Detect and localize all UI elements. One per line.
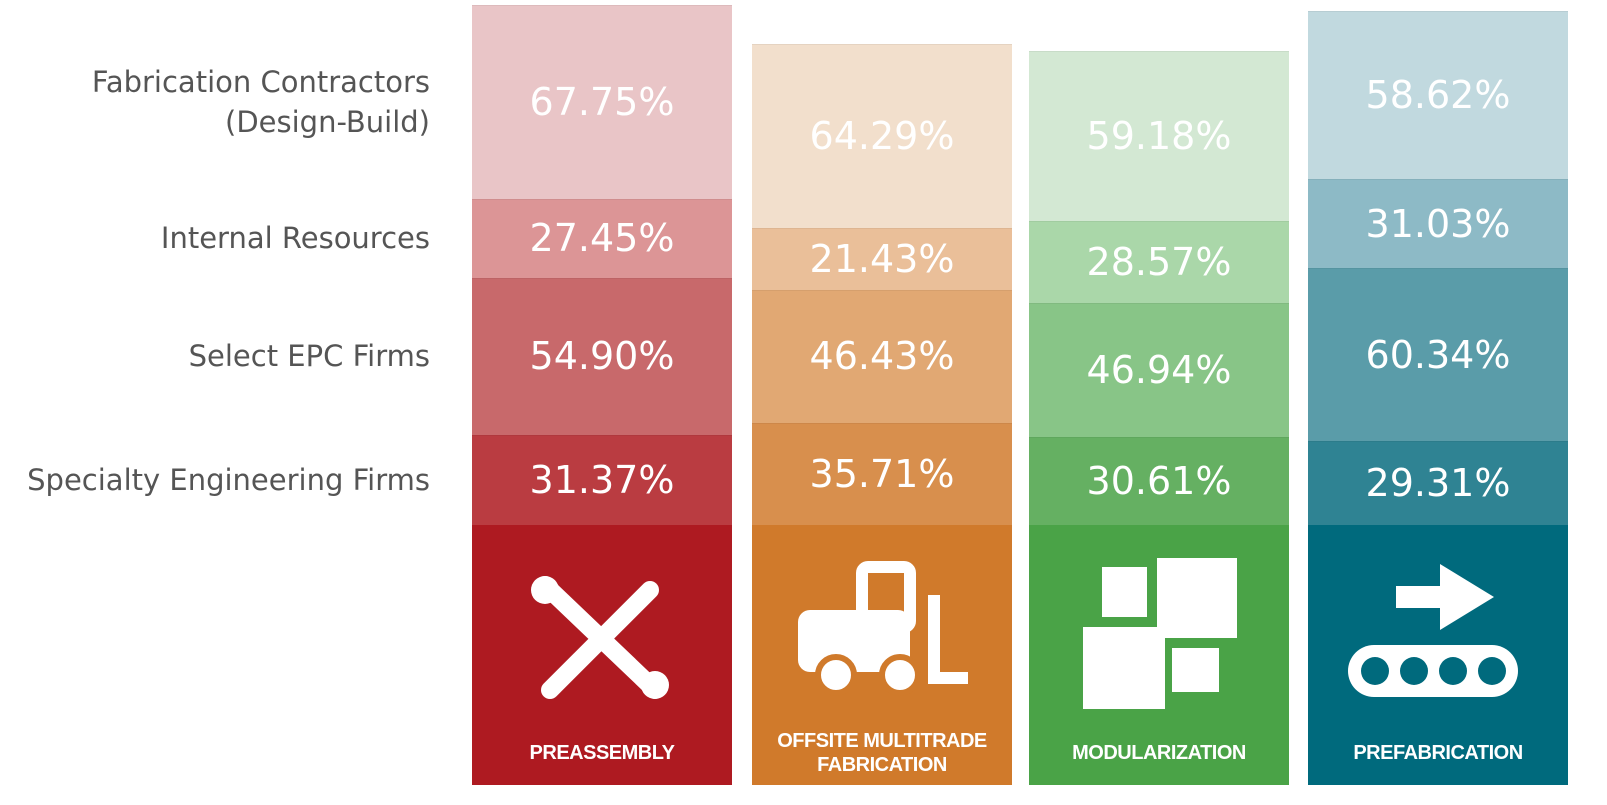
bar-segment [1308,268,1568,441]
value-label: 46.43% [809,334,955,379]
bar-segment [472,4,732,200]
legend-label: Select EPC Firms [188,339,430,374]
category-label: PREFABRICATION [1353,742,1523,764]
value-label: 59.18% [1086,114,1232,159]
bar-segment [1308,440,1568,525]
value-label: 28.57% [1086,239,1232,284]
category-label: OFFSITE MULTITRADE FABRICATION [777,730,987,776]
value-label: 29.31% [1365,460,1511,505]
value-label: 46.94% [1086,348,1232,392]
bar-segment [1308,179,1568,269]
value-label: 21.43% [809,236,955,281]
legend-label: Internal Resources [160,221,430,256]
bar-segment [752,228,1012,290]
bar-segment [752,422,1012,525]
value-label: 54.90% [529,334,675,379]
category-label: MODULARIZATION [1072,742,1246,764]
bar-segment [1029,51,1289,221]
value-label: 67.75% [529,79,675,124]
bar-segment [752,43,1012,229]
bar-segment [1029,302,1289,438]
value-label: 30.61% [1086,459,1232,504]
value-label: 31.03% [1365,201,1511,246]
value-label: 60.34% [1365,332,1511,377]
bar-segment [472,199,732,278]
value-label: 58.62% [1365,73,1511,118]
category-label: PREASSEMBLY [529,742,675,764]
value-label: 64.29% [809,114,955,159]
bar-segment [1029,437,1289,525]
bar-segment [472,435,732,525]
bar-segment [752,289,1012,423]
value-label: 35.71% [809,451,955,496]
value-label: 31.37% [529,458,675,503]
legend-label: Specialty Engineering Firms [27,463,430,498]
bar-segment [472,277,732,436]
legend-label: Fabrication Contractors (Design-Build) [91,64,430,139]
bar-segment [1308,11,1568,180]
value-label: 27.45% [529,216,675,261]
bar-segment [1029,220,1289,303]
